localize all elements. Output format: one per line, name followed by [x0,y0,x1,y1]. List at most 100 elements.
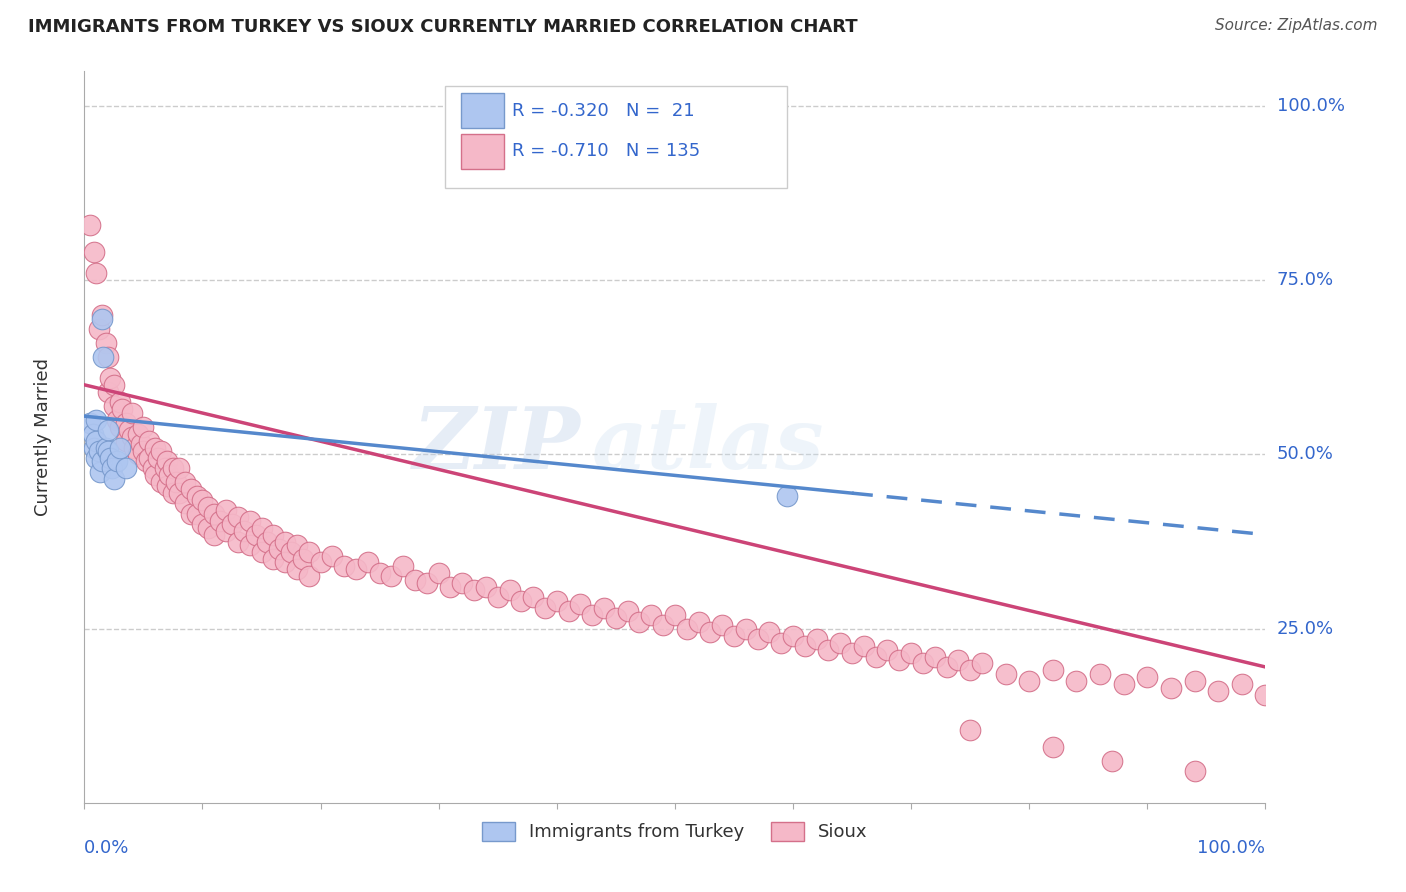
Point [87,444,110,458]
Point [675,622,697,636]
Point [91,350,114,364]
Point [640,607,662,622]
Point [262,552,284,566]
Point [156,479,179,493]
Point [121,406,143,420]
Point [191,517,214,532]
Point [143,441,166,455]
Point [97,423,120,437]
Point [830,635,852,649]
Point [118,423,141,437]
Point [569,597,592,611]
Point [817,642,839,657]
Text: IMMIGRANTS FROM TURKEY VS SIOUX CURRENTLY MARRIED CORRELATION CHART: IMMIGRANTS FROM TURKEY VS SIOUX CURRENTL… [28,18,858,36]
Point [143,468,166,483]
Point [97,350,120,364]
Point [103,377,125,392]
Text: ZIP: ZIP [412,402,581,486]
Point [911,657,934,671]
Point [239,538,262,552]
Point [451,576,474,591]
Point [107,412,129,426]
Point [427,566,450,580]
Point [380,569,402,583]
Point [202,507,225,521]
Point [298,545,321,559]
Text: 25.0%: 25.0% [1277,620,1334,638]
Point [510,594,533,608]
Point [108,441,131,455]
Point [79,218,101,232]
Point [180,507,202,521]
Point [83,441,105,455]
Point [711,618,734,632]
Point [368,566,391,580]
Point [581,607,603,622]
Point [245,527,267,541]
Text: R = -0.710   N = 135: R = -0.710 N = 135 [512,142,700,160]
Point [111,402,134,417]
Point [132,444,155,458]
Point [280,545,302,559]
Point [226,510,249,524]
Point [269,541,291,556]
Point [84,266,107,280]
Point [138,450,160,465]
Point [841,646,863,660]
Point [142,461,165,475]
Point [114,416,136,430]
Text: Currently Married: Currently Married [34,358,52,516]
Point [333,558,356,573]
Point [1101,754,1123,768]
Point [167,461,190,475]
Point [1042,664,1064,678]
Point [852,639,875,653]
Point [84,434,107,448]
Point [616,604,638,618]
Point [127,448,149,462]
Point [129,437,152,451]
Point [274,534,297,549]
Point [486,591,509,605]
Text: 0.0%: 0.0% [84,839,129,857]
Point [91,454,114,468]
Point [91,311,114,326]
Text: Source: ZipAtlas.com: Source: ZipAtlas.com [1215,18,1378,33]
Point [226,534,249,549]
Point [970,657,993,671]
Point [108,419,131,434]
Point [180,483,202,497]
Point [83,245,105,260]
Point [132,419,155,434]
Point [392,558,415,573]
Point [250,545,273,559]
Point [114,434,136,448]
Point [232,524,254,538]
Point [1184,764,1206,779]
Point [404,573,426,587]
Point [776,489,799,503]
Point [1066,673,1088,688]
Point [1136,670,1159,684]
Point [122,441,145,455]
Point [475,580,498,594]
Point [1160,681,1182,695]
Point [153,461,176,475]
Point [215,524,238,538]
Point [197,521,219,535]
Point [79,416,101,430]
Point [758,625,780,640]
Point [889,653,911,667]
Point [959,723,981,737]
Point [1088,667,1111,681]
Point [605,611,627,625]
Point [84,412,107,426]
FancyBboxPatch shape [461,134,503,169]
Point [285,538,308,552]
Text: 50.0%: 50.0% [1277,445,1333,464]
Point [935,660,957,674]
Point [723,629,745,643]
Point [138,434,160,448]
Point [82,426,104,441]
Point [546,594,568,608]
